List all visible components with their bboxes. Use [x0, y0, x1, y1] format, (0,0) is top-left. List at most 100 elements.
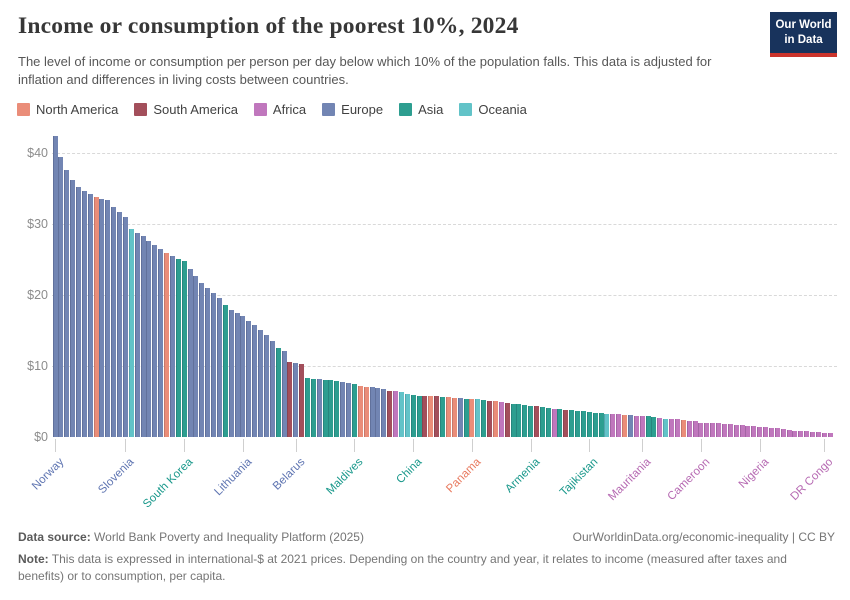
bar[interactable]	[592, 412, 598, 437]
legend-item-north-america[interactable]: North America	[17, 102, 118, 117]
bar[interactable]	[75, 186, 81, 437]
bar[interactable]	[111, 206, 117, 437]
bar[interactable]	[211, 293, 217, 437]
bar[interactable]	[152, 245, 158, 437]
bar[interactable]	[622, 414, 628, 437]
bar[interactable]	[798, 430, 804, 437]
bar[interactable]	[827, 433, 833, 437]
bar[interactable]	[475, 399, 481, 437]
bar[interactable]	[164, 252, 170, 437]
bar[interactable]	[563, 409, 569, 437]
bar[interactable]	[440, 397, 446, 437]
bar[interactable]	[134, 232, 140, 437]
bar[interactable]	[792, 430, 798, 437]
bar[interactable]	[387, 390, 393, 437]
bar[interactable]	[328, 380, 334, 437]
bar[interactable]	[363, 386, 369, 437]
bar[interactable]	[434, 396, 440, 437]
bar[interactable]	[369, 387, 375, 437]
legend-item-europe[interactable]: Europe	[322, 102, 383, 117]
bar[interactable]	[487, 400, 493, 437]
bar[interactable]	[175, 258, 181, 437]
bar[interactable]	[821, 432, 827, 437]
bar[interactable]	[99, 198, 105, 437]
bar[interactable]	[809, 432, 815, 437]
bar[interactable]	[169, 256, 175, 437]
bar[interactable]	[774, 428, 780, 437]
bar[interactable]	[498, 402, 504, 437]
bar[interactable]	[140, 236, 146, 437]
bar[interactable]	[263, 335, 269, 437]
bar[interactable]	[627, 414, 633, 437]
bar[interactable]	[375, 387, 381, 437]
bar[interactable]	[716, 423, 722, 437]
bar[interactable]	[70, 180, 76, 437]
bar[interactable]	[639, 415, 645, 437]
bar[interactable]	[763, 427, 768, 437]
legend-item-oceania[interactable]: Oceania	[459, 102, 527, 117]
bar[interactable]	[469, 398, 475, 437]
bar[interactable]	[416, 395, 422, 437]
bar[interactable]	[645, 416, 651, 437]
owid-logo[interactable]: Our World in Data	[770, 12, 837, 57]
bar[interactable]	[410, 395, 416, 437]
bar[interactable]	[193, 276, 199, 437]
bar[interactable]	[228, 309, 234, 437]
bar[interactable]	[240, 316, 246, 437]
bar[interactable]	[52, 136, 58, 437]
bar[interactable]	[569, 409, 575, 437]
bar[interactable]	[422, 395, 428, 437]
bar[interactable]	[81, 190, 87, 437]
bar[interactable]	[604, 413, 610, 437]
bar[interactable]	[322, 380, 328, 437]
bar[interactable]	[463, 398, 469, 437]
bar[interactable]	[721, 424, 727, 437]
bar[interactable]	[351, 384, 357, 437]
bar[interactable]	[510, 403, 516, 437]
bar[interactable]	[181, 260, 187, 437]
bar[interactable]	[117, 212, 123, 437]
bar[interactable]	[586, 412, 592, 437]
bar[interactable]	[657, 417, 663, 437]
bar[interactable]	[528, 405, 534, 437]
bar[interactable]	[686, 420, 692, 437]
bar[interactable]	[87, 193, 93, 437]
bar[interactable]	[663, 418, 669, 437]
bar[interactable]	[633, 415, 639, 437]
bar[interactable]	[105, 200, 111, 437]
bar[interactable]	[575, 410, 581, 437]
bar[interactable]	[381, 388, 387, 437]
bar[interactable]	[534, 406, 539, 437]
bar[interactable]	[757, 427, 763, 437]
bar[interactable]	[698, 422, 704, 437]
bar[interactable]	[334, 380, 340, 437]
legend-item-africa[interactable]: Africa	[253, 102, 306, 117]
bar[interactable]	[674, 419, 680, 437]
bar[interactable]	[616, 414, 622, 437]
bar[interactable]	[545, 407, 551, 437]
bar[interactable]	[58, 156, 64, 437]
bar[interactable]	[522, 405, 528, 437]
bar[interactable]	[669, 419, 675, 437]
bar[interactable]	[610, 414, 616, 437]
bar[interactable]	[158, 249, 164, 437]
bar[interactable]	[128, 228, 134, 437]
bar[interactable]	[187, 269, 193, 437]
bar[interactable]	[710, 423, 716, 437]
bar[interactable]	[398, 392, 404, 437]
bar[interactable]	[146, 240, 152, 437]
bar[interactable]	[727, 424, 733, 437]
bar[interactable]	[293, 363, 299, 437]
bar[interactable]	[287, 362, 293, 437]
legend-item-asia[interactable]: Asia	[399, 102, 443, 117]
bar[interactable]	[404, 393, 410, 437]
bar[interactable]	[64, 169, 70, 437]
bar[interactable]	[281, 350, 287, 437]
bar[interactable]	[205, 288, 211, 437]
bar[interactable]	[357, 385, 363, 437]
bar[interactable]	[445, 397, 451, 437]
bar[interactable]	[428, 396, 434, 437]
bar[interactable]	[269, 341, 275, 437]
bar[interactable]	[786, 429, 792, 437]
bar[interactable]	[557, 409, 563, 437]
